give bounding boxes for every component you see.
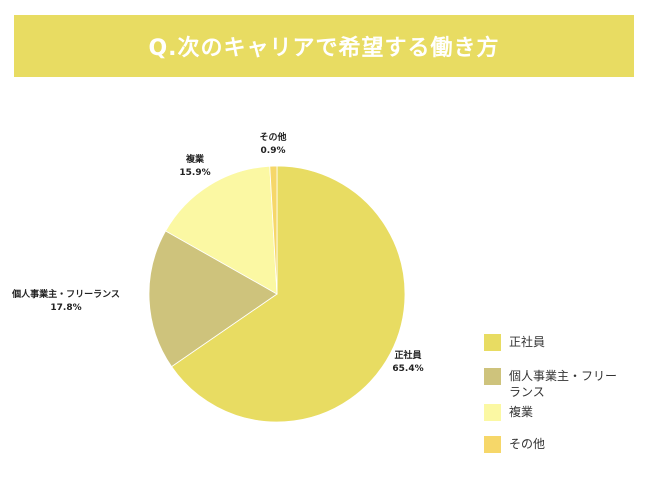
slice-label-other: その他 [259, 131, 286, 143]
legend-label-other: その他 [509, 437, 546, 451]
slice-value-freelance: 17.8% [50, 303, 81, 313]
legend-swatch-fukugyo [484, 404, 501, 421]
slice-label-freelance: 個人事業主・フリーランス [11, 288, 120, 300]
slice-value-seishain: 65.4% [392, 364, 423, 374]
slice-label-seishain: 正社員 [394, 349, 421, 361]
legend-label-freelance: 個人事業主・フリーランス [509, 369, 618, 399]
legend-swatch-freelance [484, 368, 501, 385]
legend-item-other: その他 [484, 436, 625, 453]
pie-slice-fukugyo [165, 165, 278, 295]
pie-slice-freelance [148, 230, 278, 368]
legend-swatch-other [484, 436, 501, 453]
legend-item-seishain: 正社員 [484, 334, 625, 351]
slice-value-fukugyo: 15.9% [179, 168, 210, 178]
legend-item-freelance: 個人事業主・フリーランス [484, 368, 625, 400]
slice-value-other: 0.9% [261, 146, 286, 156]
pie-slice-other [269, 165, 278, 295]
chart-title: Q.次のキャリアで希望する働き方 [148, 36, 500, 61]
pie-slice-seishain [171, 165, 406, 423]
slice-label-fukugyo: 複業 [185, 153, 205, 165]
legend-swatch-seishain [484, 334, 501, 351]
legend-label-fukugyo: 複業 [509, 405, 534, 419]
title-banner: Q.次のキャリアで希望する働き方 [14, 15, 634, 77]
legend-item-fukugyo: 複業 [484, 404, 625, 421]
legend-label-seishain: 正社員 [509, 335, 546, 349]
